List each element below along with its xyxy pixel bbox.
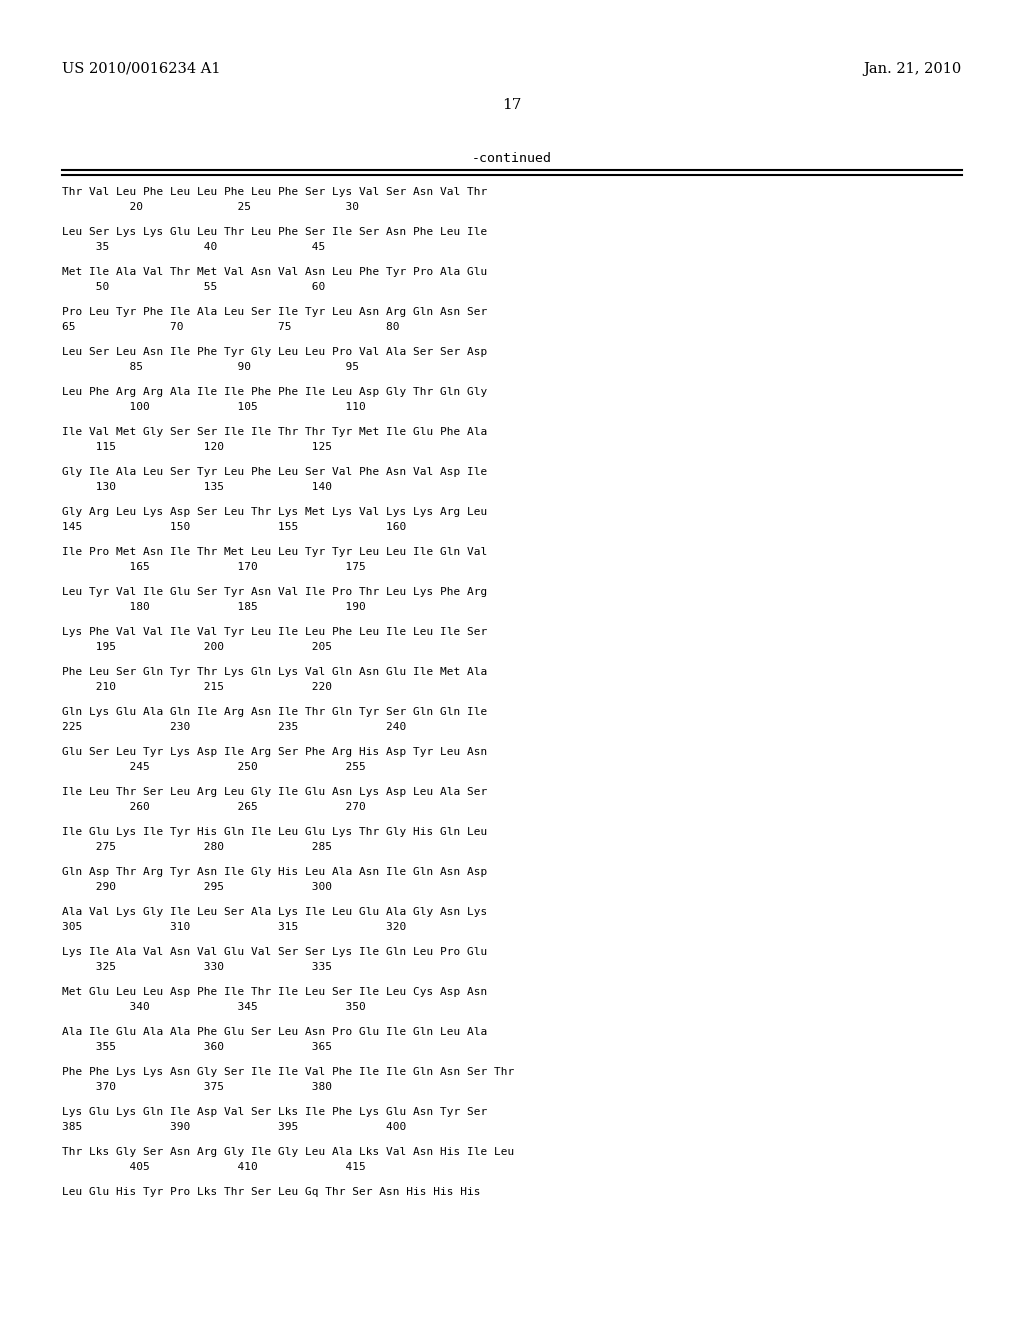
Text: 340             345             350: 340 345 350: [62, 1002, 366, 1012]
Text: Jan. 21, 2010: Jan. 21, 2010: [864, 62, 962, 77]
Text: Leu Glu His Tyr Pro Lks Thr Ser Leu Gq Thr Ser Asn His His His: Leu Glu His Tyr Pro Lks Thr Ser Leu Gq T…: [62, 1187, 480, 1197]
Text: 245             250             255: 245 250 255: [62, 762, 366, 772]
Text: Phe Phe Lys Lys Asn Gly Ser Ile Ile Val Phe Ile Ile Gln Asn Ser Thr: Phe Phe Lys Lys Asn Gly Ser Ile Ile Val …: [62, 1067, 514, 1077]
Text: Leu Tyr Val Ile Glu Ser Tyr Asn Val Ile Pro Thr Leu Lys Phe Arg: Leu Tyr Val Ile Glu Ser Tyr Asn Val Ile …: [62, 587, 487, 597]
Text: 305             310             315             320: 305 310 315 320: [62, 921, 407, 932]
Text: Lys Phe Val Val Ile Val Tyr Leu Ile Leu Phe Leu Ile Leu Ile Ser: Lys Phe Val Val Ile Val Tyr Leu Ile Leu …: [62, 627, 487, 638]
Text: 180             185             190: 180 185 190: [62, 602, 366, 612]
Text: Gln Asp Thr Arg Tyr Asn Ile Gly His Leu Ala Asn Ile Gln Asn Asp: Gln Asp Thr Arg Tyr Asn Ile Gly His Leu …: [62, 867, 487, 876]
Text: Lys Glu Lys Gln Ile Asp Val Ser Lks Ile Phe Lys Glu Asn Tyr Ser: Lys Glu Lys Gln Ile Asp Val Ser Lks Ile …: [62, 1107, 487, 1117]
Text: Pro Leu Tyr Phe Ile Ala Leu Ser Ile Tyr Leu Asn Arg Gln Asn Ser: Pro Leu Tyr Phe Ile Ala Leu Ser Ile Tyr …: [62, 308, 487, 317]
Text: Ala Val Lys Gly Ile Leu Ser Ala Lys Ile Leu Glu Ala Gly Asn Lys: Ala Val Lys Gly Ile Leu Ser Ala Lys Ile …: [62, 907, 487, 917]
Text: US 2010/0016234 A1: US 2010/0016234 A1: [62, 62, 220, 77]
Text: 35              40              45: 35 40 45: [62, 242, 326, 252]
Text: Phe Leu Ser Gln Tyr Thr Lys Gln Lys Val Gln Asn Glu Ile Met Ala: Phe Leu Ser Gln Tyr Thr Lys Gln Lys Val …: [62, 667, 487, 677]
Text: Ile Val Met Gly Ser Ser Ile Ile Thr Thr Tyr Met Ile Glu Phe Ala: Ile Val Met Gly Ser Ser Ile Ile Thr Thr …: [62, 426, 487, 437]
Text: 17: 17: [503, 98, 521, 112]
Text: Gly Ile Ala Leu Ser Tyr Leu Phe Leu Ser Val Phe Asn Val Asp Ile: Gly Ile Ala Leu Ser Tyr Leu Phe Leu Ser …: [62, 467, 487, 477]
Text: Ile Leu Thr Ser Leu Arg Leu Gly Ile Glu Asn Lys Asp Leu Ala Ser: Ile Leu Thr Ser Leu Arg Leu Gly Ile Glu …: [62, 787, 487, 797]
Text: Met Ile Ala Val Thr Met Val Asn Val Asn Leu Phe Tyr Pro Ala Glu: Met Ile Ala Val Thr Met Val Asn Val Asn …: [62, 267, 487, 277]
Text: 65              70              75              80: 65 70 75 80: [62, 322, 399, 333]
Text: Met Glu Leu Leu Asp Phe Ile Thr Ile Leu Ser Ile Leu Cys Asp Asn: Met Glu Leu Leu Asp Phe Ile Thr Ile Leu …: [62, 987, 487, 997]
Text: Gly Arg Leu Lys Asp Ser Leu Thr Lys Met Lys Val Lys Lys Arg Leu: Gly Arg Leu Lys Asp Ser Leu Thr Lys Met …: [62, 507, 487, 517]
Text: 210             215             220: 210 215 220: [62, 682, 332, 692]
Text: Leu Ser Leu Asn Ile Phe Tyr Gly Leu Leu Pro Val Ala Ser Ser Asp: Leu Ser Leu Asn Ile Phe Tyr Gly Leu Leu …: [62, 347, 487, 356]
Text: 20              25              30: 20 25 30: [62, 202, 359, 213]
Text: 385             390             395             400: 385 390 395 400: [62, 1122, 407, 1133]
Text: Leu Phe Arg Arg Ala Ile Ile Phe Phe Ile Leu Asp Gly Thr Gln Gly: Leu Phe Arg Arg Ala Ile Ile Phe Phe Ile …: [62, 387, 487, 397]
Text: Thr Lks Gly Ser Asn Arg Gly Ile Gly Leu Ala Lks Val Asn His Ile Leu: Thr Lks Gly Ser Asn Arg Gly Ile Gly Leu …: [62, 1147, 514, 1158]
Text: 290             295             300: 290 295 300: [62, 882, 332, 892]
Text: 260             265             270: 260 265 270: [62, 803, 366, 812]
Text: Glu Ser Leu Tyr Lys Asp Ile Arg Ser Phe Arg His Asp Tyr Leu Asn: Glu Ser Leu Tyr Lys Asp Ile Arg Ser Phe …: [62, 747, 487, 756]
Text: Ile Glu Lys Ile Tyr His Gln Ile Leu Glu Lys Thr Gly His Gln Leu: Ile Glu Lys Ile Tyr His Gln Ile Leu Glu …: [62, 828, 487, 837]
Text: 275             280             285: 275 280 285: [62, 842, 332, 851]
Text: Thr Val Leu Phe Leu Leu Phe Leu Phe Ser Lys Val Ser Asn Val Thr: Thr Val Leu Phe Leu Leu Phe Leu Phe Ser …: [62, 187, 487, 197]
Text: 405             410             415: 405 410 415: [62, 1162, 366, 1172]
Text: 85              90              95: 85 90 95: [62, 362, 359, 372]
Text: 130             135             140: 130 135 140: [62, 482, 332, 492]
Text: Leu Ser Lys Lys Glu Leu Thr Leu Phe Ser Ile Ser Asn Phe Leu Ile: Leu Ser Lys Lys Glu Leu Thr Leu Phe Ser …: [62, 227, 487, 238]
Text: 195             200             205: 195 200 205: [62, 642, 332, 652]
Text: 355             360             365: 355 360 365: [62, 1041, 332, 1052]
Text: 115             120             125: 115 120 125: [62, 442, 332, 451]
Text: 145             150             155             160: 145 150 155 160: [62, 521, 407, 532]
Text: 325             330             335: 325 330 335: [62, 962, 332, 972]
Text: Ala Ile Glu Ala Ala Phe Glu Ser Leu Asn Pro Glu Ile Gln Leu Ala: Ala Ile Glu Ala Ala Phe Glu Ser Leu Asn …: [62, 1027, 487, 1038]
Text: Lys Ile Ala Val Asn Val Glu Val Ser Ser Lys Ile Gln Leu Pro Glu: Lys Ile Ala Val Asn Val Glu Val Ser Ser …: [62, 946, 487, 957]
Text: 370             375             380: 370 375 380: [62, 1082, 332, 1092]
Text: 225             230             235             240: 225 230 235 240: [62, 722, 407, 733]
Text: 165             170             175: 165 170 175: [62, 562, 366, 572]
Text: 100             105             110: 100 105 110: [62, 403, 366, 412]
Text: Gln Lys Glu Ala Gln Ile Arg Asn Ile Thr Gln Tyr Ser Gln Gln Ile: Gln Lys Glu Ala Gln Ile Arg Asn Ile Thr …: [62, 708, 487, 717]
Text: Ile Pro Met Asn Ile Thr Met Leu Leu Tyr Tyr Leu Leu Ile Gln Val: Ile Pro Met Asn Ile Thr Met Leu Leu Tyr …: [62, 546, 487, 557]
Text: -continued: -continued: [472, 152, 552, 165]
Text: 50              55              60: 50 55 60: [62, 282, 326, 292]
